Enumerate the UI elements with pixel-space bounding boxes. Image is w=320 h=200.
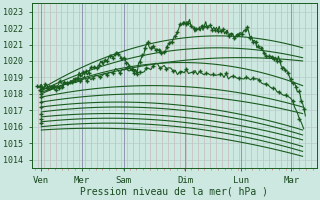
- X-axis label: Pression niveau de la mer( hPa ): Pression niveau de la mer( hPa ): [80, 187, 268, 197]
